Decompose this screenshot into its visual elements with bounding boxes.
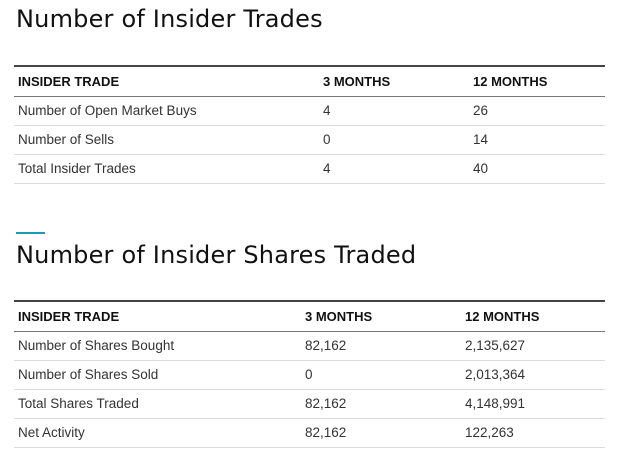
column-header-12-months: 12 MONTHS — [469, 65, 605, 97]
table-row: Net Activity 82,162 122,263 — [14, 418, 605, 448]
insider-shares-traded-title: Number of Insider Shares Traded — [16, 241, 417, 269]
row-label: Number of Shares Bought — [14, 331, 301, 361]
cell-3-months: 82,162 — [301, 331, 461, 361]
row-label: Net Activity — [14, 418, 301, 448]
cell-12-months: 40 — [469, 154, 605, 184]
cell-3-months: 82,162 — [301, 389, 461, 419]
insider-trades-title: Number of Insider Trades — [16, 5, 323, 33]
row-label: Number of Shares Sold — [14, 360, 301, 390]
column-header-insider-trade: INSIDER TRADE — [14, 65, 319, 97]
column-header-insider-trade: INSIDER TRADE — [14, 300, 301, 332]
cell-3-months: 4 — [319, 154, 469, 184]
table-row: Total Insider Trades 4 40 — [14, 154, 605, 184]
cell-3-months: 0 — [301, 360, 461, 390]
row-label: Total Insider Trades — [14, 154, 319, 184]
cell-12-months: 2,013,364 — [461, 360, 605, 390]
table-row: Number of Sells 0 14 — [14, 125, 605, 155]
column-header-12-months: 12 MONTHS — [461, 300, 605, 332]
row-label: Total Shares Traded — [14, 389, 301, 419]
cell-12-months: 14 — [469, 125, 605, 155]
cell-3-months: 0 — [319, 125, 469, 155]
cell-12-months: 26 — [469, 96, 605, 126]
table-header-row: INSIDER TRADE 3 MONTHS 12 MONTHS — [14, 300, 605, 332]
table-row: Number of Shares Bought 82,162 2,135,627 — [14, 331, 605, 361]
insider-trades-table: INSIDER TRADE 3 MONTHS 12 MONTHS Number … — [14, 65, 605, 184]
column-header-3-months: 3 MONTHS — [301, 300, 461, 332]
cell-3-months: 4 — [319, 96, 469, 126]
table-row: Number of Shares Sold 0 2,013,364 — [14, 360, 605, 390]
table-header-row: INSIDER TRADE 3 MONTHS 12 MONTHS — [14, 65, 605, 97]
insider-shares-traded-table: INSIDER TRADE 3 MONTHS 12 MONTHS Number … — [14, 300, 605, 448]
table-row: Number of Open Market Buys 4 26 — [14, 96, 605, 126]
column-header-3-months: 3 MONTHS — [319, 65, 469, 97]
cell-12-months: 4,148,991 — [461, 389, 605, 419]
row-label: Number of Open Market Buys — [14, 96, 319, 126]
cell-12-months: 122,263 — [461, 418, 605, 448]
cell-3-months: 82,162 — [301, 418, 461, 448]
section-accent-bar — [16, 232, 45, 234]
table-row: Total Shares Traded 82,162 4,148,991 — [14, 389, 605, 419]
cell-12-months: 2,135,627 — [461, 331, 605, 361]
row-label: Number of Sells — [14, 125, 319, 155]
